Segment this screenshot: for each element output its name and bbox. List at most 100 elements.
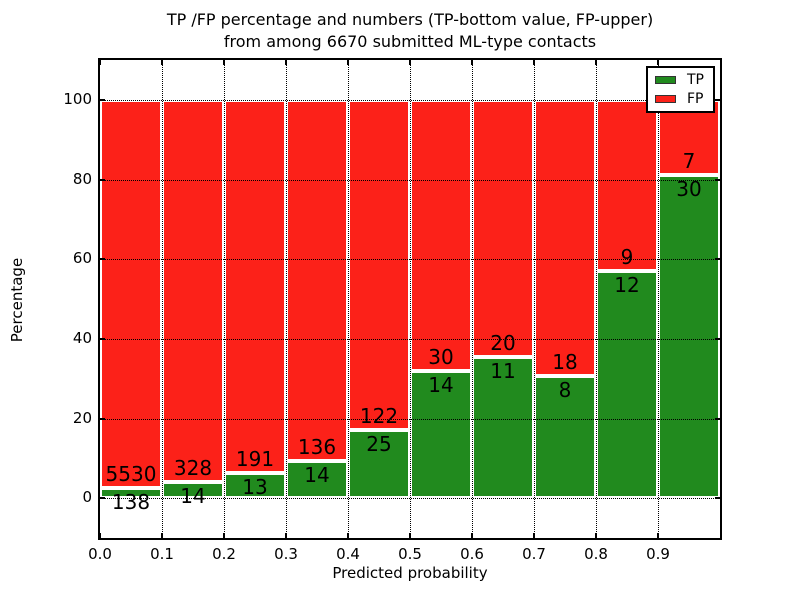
y-tick-label: 60: [72, 249, 92, 268]
y-tick-label: 40: [72, 328, 92, 347]
x-tick-mark: [409, 533, 411, 538]
fp-count-label: 9: [620, 244, 634, 269]
tp-bar-segment: [348, 430, 410, 499]
fp-bar-segment: [286, 99, 348, 461]
chart-title: TP /FP percentage and numbers (TP-bottom…: [100, 9, 720, 53]
axis-spine-right: [720, 58, 722, 540]
x-tick-mark: [285, 533, 287, 538]
y-tick-label: 100: [63, 89, 92, 108]
x-tick-label: 0.2: [212, 545, 236, 563]
x-tick-mark: [161, 533, 163, 538]
x-gridline: [410, 60, 411, 538]
x-tick-label: 0.8: [584, 545, 608, 563]
x-tick-label: 0.9: [646, 545, 670, 563]
fp-count-label: 191: [235, 446, 275, 471]
fp-bar-segment: [162, 99, 224, 482]
fp-bar-segment: [224, 99, 286, 473]
legend-item-tp: TP: [655, 73, 713, 87]
fp-bar-segment: [410, 99, 472, 372]
legend-label-tp: TP: [687, 72, 704, 89]
tp-bar-segment: [224, 472, 286, 499]
fp-count-label: 136: [297, 434, 337, 459]
y-tick-mark: [100, 98, 105, 101]
x-tick-mark: [99, 533, 101, 538]
fp-count-label: 328: [173, 455, 213, 480]
legend-label-fp: FP: [687, 90, 704, 107]
tp-count-label: 13: [242, 474, 268, 499]
y-tick-label: 80: [72, 169, 92, 188]
tp-count-label: 138: [111, 490, 151, 515]
y-tick-label: 20: [72, 408, 92, 427]
x-gridline: [534, 60, 535, 538]
x-tick-label: 0.7: [522, 545, 546, 563]
tp-bar-segment: [472, 356, 534, 499]
x-gridline: [224, 60, 225, 538]
tp-count-label: 8: [558, 377, 572, 402]
tp-count-label: 25: [366, 432, 392, 457]
x-gridline: [596, 60, 597, 538]
tp-bar-segment: [658, 175, 720, 499]
x-tick-mark: [657, 60, 659, 65]
x-tick-label: 0.3: [274, 545, 298, 563]
x-tick-mark: [471, 533, 473, 538]
x-gridline: [286, 60, 287, 538]
x-tick-mark: [347, 533, 349, 538]
x-tick-mark: [347, 60, 349, 65]
y-tick-mark: [715, 497, 720, 500]
tp-count-label: 14: [428, 373, 454, 398]
y-tick-mark: [715, 258, 720, 261]
x-tick-label: 0.1: [150, 545, 174, 563]
x-tick-mark: [223, 60, 225, 65]
fp-count-label: 7: [682, 149, 696, 174]
fp-bar-segment: [100, 99, 162, 489]
y-tick-mark: [100, 417, 105, 420]
fp-bar-segment: [534, 99, 596, 376]
legend: TP FP: [646, 66, 715, 113]
axis-spine-left: [98, 58, 100, 540]
tp-bar-segment: [534, 375, 596, 499]
tp-count-label: 30: [676, 177, 702, 202]
y-tick-mark: [715, 98, 720, 101]
tp-bar-segment: [162, 481, 224, 499]
chart-title-line1: TP /FP percentage and numbers (TP-bottom…: [166, 10, 654, 29]
axis-spine-bottom: [98, 538, 722, 540]
x-axis-label: Predicted probability: [332, 564, 488, 582]
x-tick-mark: [161, 60, 163, 65]
tp-bar-segment: [596, 270, 658, 499]
tp-bar-segment: [286, 460, 348, 499]
y-tick-mark: [100, 337, 105, 340]
x-tick-mark: [657, 533, 659, 538]
x-gridline: [162, 60, 163, 538]
plot-area: TP FP 5530 138 328 14 191 13 136 14 122 25 30 14 20 1…: [98, 58, 722, 540]
fp-count-label: 18: [552, 349, 578, 374]
tp-bar-segment: [410, 371, 472, 499]
x-tick-mark: [595, 60, 597, 65]
fp-bar-segment: [348, 99, 410, 431]
x-tick-label: 0.0: [88, 545, 112, 563]
y-tick-label: 0: [82, 488, 92, 507]
x-tick-label: 0.4: [336, 545, 360, 563]
y-tick-mark: [715, 337, 720, 340]
fp-count-label: 30: [428, 345, 454, 370]
x-tick-mark: [99, 60, 101, 65]
x-tick-mark: [223, 533, 225, 538]
tp-count-label: 12: [614, 272, 640, 297]
fp-count-label: 122: [359, 404, 399, 429]
tp-count-label: 11: [490, 358, 516, 383]
legend-item-fp: FP: [655, 92, 713, 106]
y-axis-label: Percentage: [8, 257, 26, 343]
y-tick-mark: [715, 178, 720, 181]
x-tick-mark: [533, 533, 535, 538]
x-gridline: [658, 60, 659, 538]
tp-bar-segment: [100, 488, 162, 499]
y-tick-mark: [100, 258, 105, 261]
legend-swatch-tp-icon: [655, 76, 676, 85]
x-gridline: [348, 60, 349, 538]
fp-count-label: 5530: [105, 462, 157, 487]
x-tick-mark: [595, 533, 597, 538]
x-tick-mark: [533, 60, 535, 65]
x-gridline: [472, 60, 473, 538]
x-tick-label: 0.6: [460, 545, 484, 563]
x-tick-mark: [409, 60, 411, 65]
